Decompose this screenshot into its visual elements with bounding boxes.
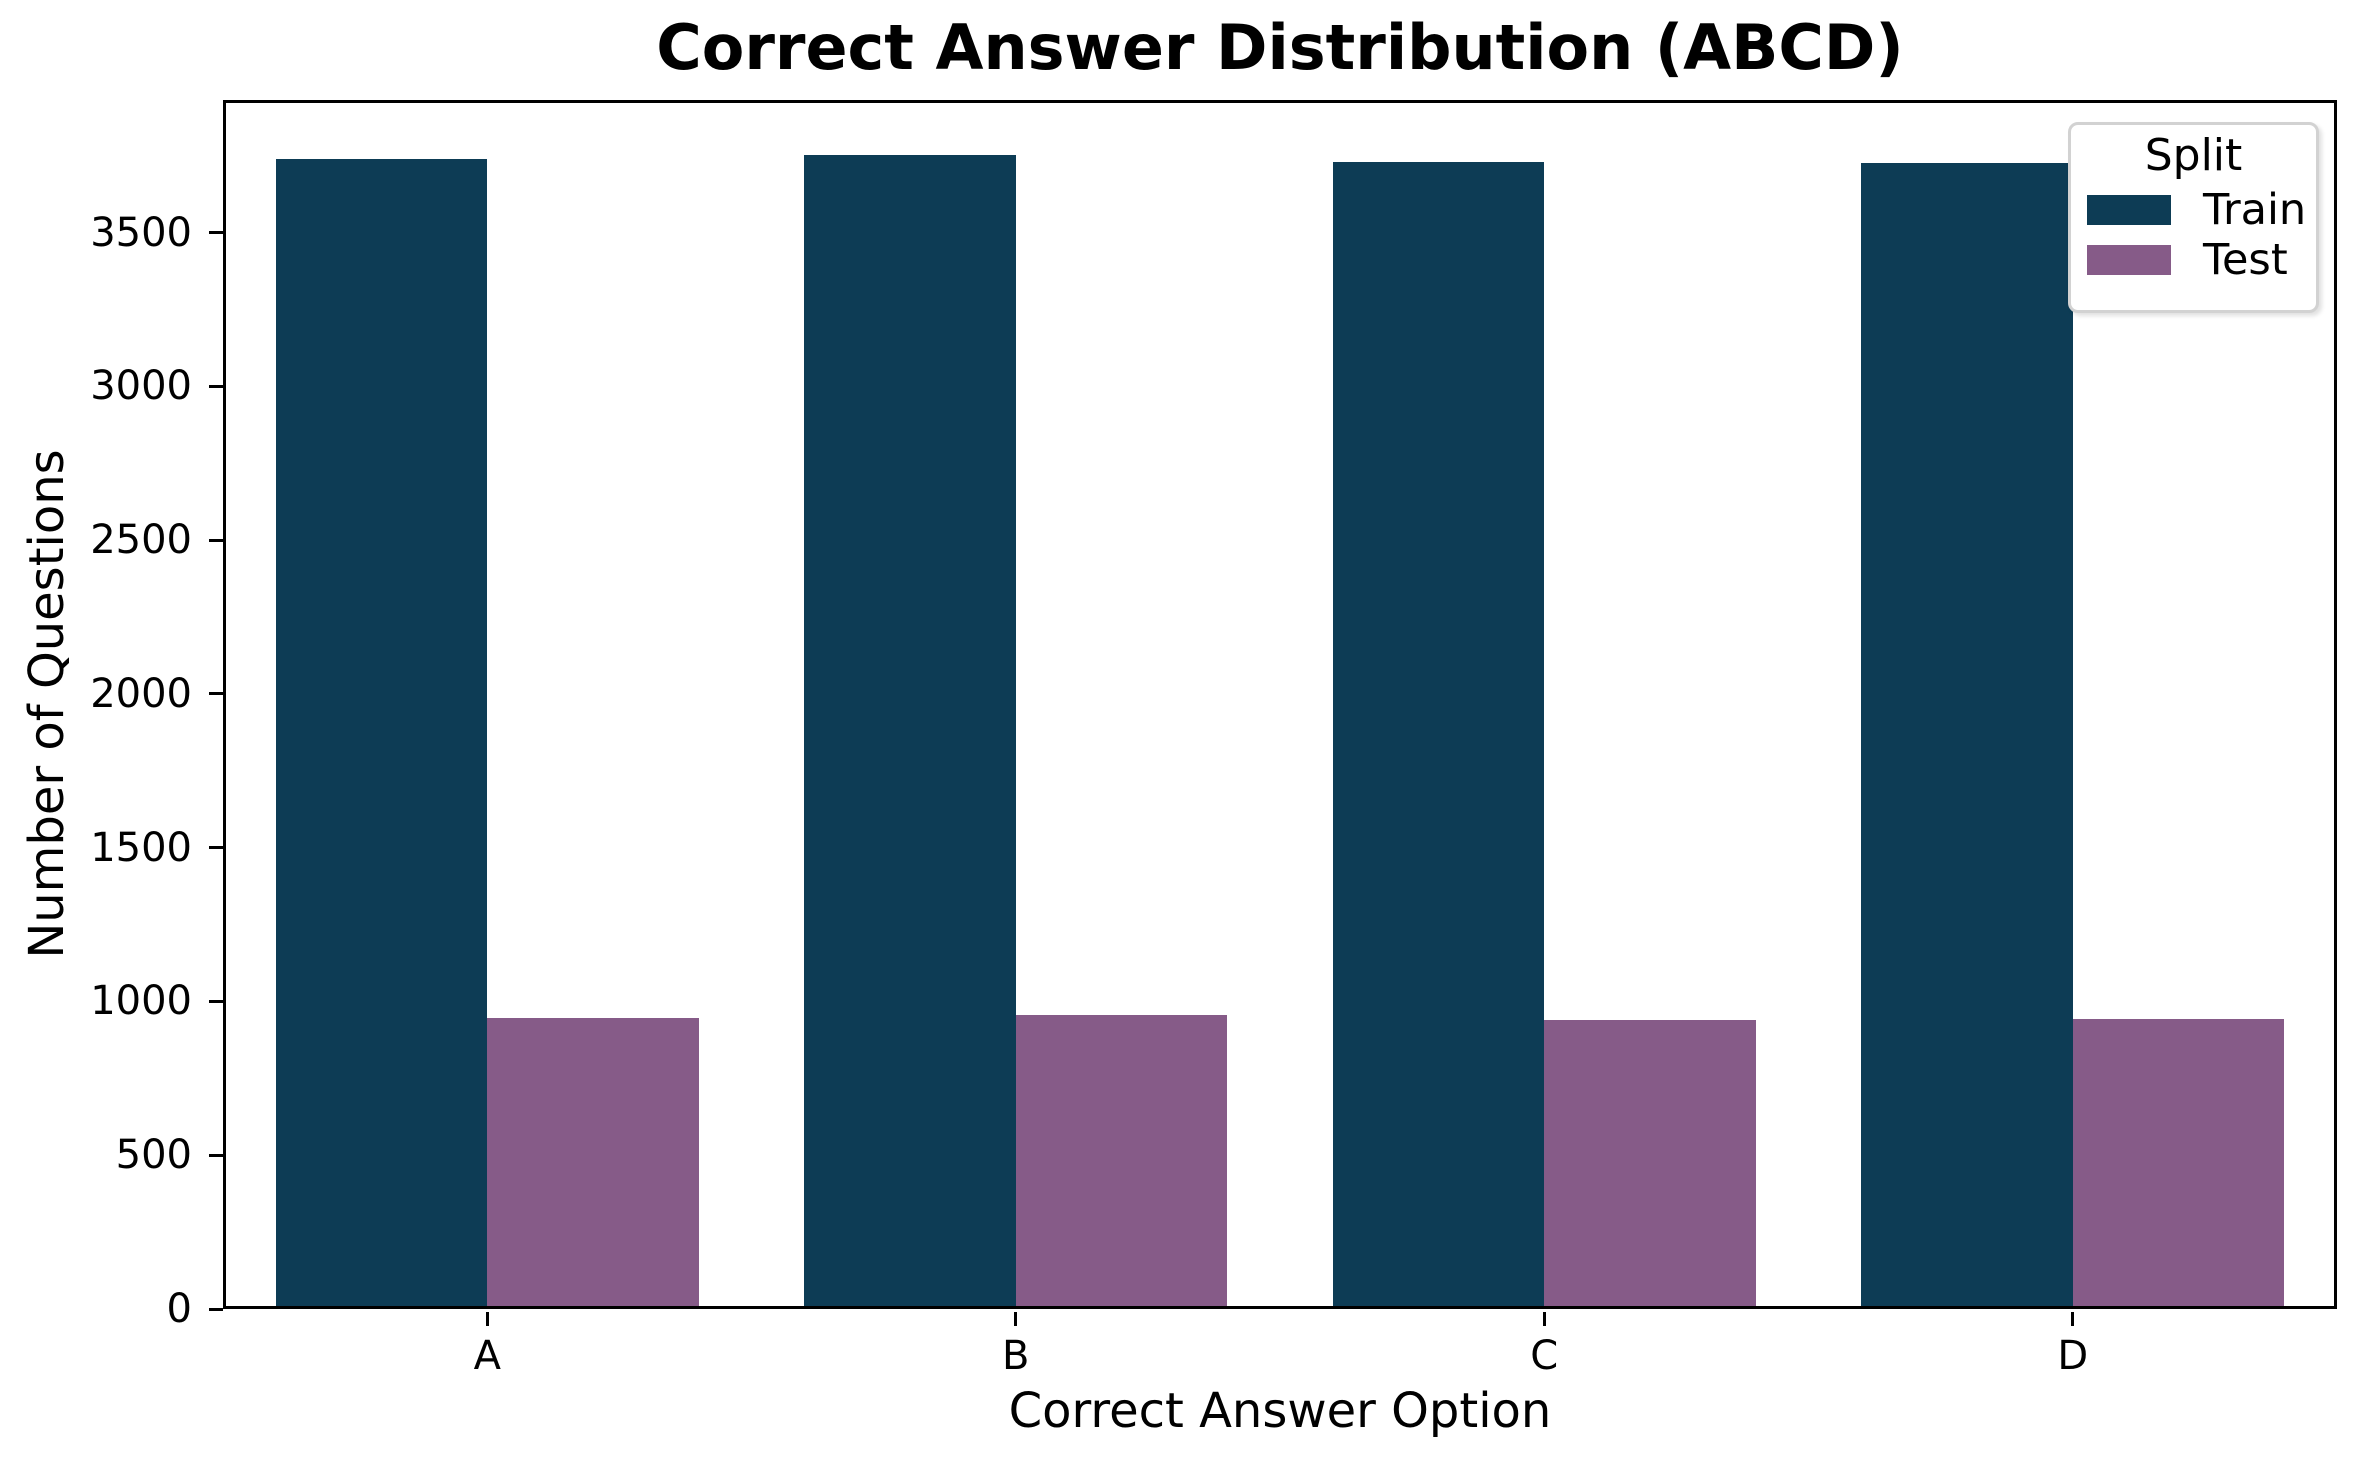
legend-label-test: Test — [2203, 234, 2288, 285]
y-tick-label-0: 0 — [166, 1286, 192, 1332]
x-tick-mark-D — [2071, 1312, 2075, 1326]
y-tick-mark-2000 — [209, 692, 223, 696]
legend-item-test: Test — [2087, 234, 2316, 285]
y-tick-mark-1500 — [209, 846, 223, 850]
x-axis-label: Correct Answer Option — [1008, 1383, 1552, 1439]
legend-item-train: Train — [2087, 184, 2316, 235]
y-axis-label: Number of Questions — [19, 449, 75, 959]
x-tick-label-B: B — [1002, 1333, 1030, 1379]
y-tick-label-2000: 2000 — [90, 670, 192, 717]
legend-label-train: Train — [2203, 184, 2307, 235]
y-tick-label-500: 500 — [115, 1132, 192, 1179]
legend-swatch-train — [2087, 195, 2171, 226]
bar-test-A — [487, 1017, 699, 1306]
bar-train-C — [1332, 161, 1545, 1306]
bar-train-B — [804, 154, 1016, 1306]
x-tick-mark-C — [1542, 1312, 1546, 1326]
x-tick-label-C: C — [1530, 1333, 1559, 1379]
y-tick-label-3500: 3500 — [90, 209, 192, 256]
plot-area — [223, 100, 2337, 1309]
y-tick-mark-3500 — [209, 231, 223, 235]
bar-train-A — [275, 159, 488, 1306]
y-tick-label-3000: 3000 — [90, 363, 192, 410]
y-tick-mark-2500 — [209, 538, 223, 542]
bar-test-D — [2072, 1019, 2285, 1306]
bar-train-D — [1861, 162, 2073, 1306]
legend-swatch-test — [2087, 245, 2171, 276]
bar-test-B — [1015, 1014, 1228, 1306]
bar-test-C — [1544, 1019, 1756, 1306]
x-tick-label-A: A — [473, 1333, 501, 1379]
x-tick-mark-A — [485, 1312, 489, 1326]
legend-title: Split — [2144, 130, 2243, 181]
chart-title: Correct Answer Distribution (ABCD) — [656, 11, 1904, 84]
legend-items: Train Test — [2071, 182, 2316, 282]
y-tick-mark-0 — [209, 1307, 223, 1311]
y-tick-mark-1000 — [209, 999, 223, 1003]
y-tick-label-1500: 1500 — [90, 824, 192, 871]
x-tick-label-D: D — [2057, 1333, 2089, 1379]
y-tick-label-1000: 1000 — [90, 978, 192, 1025]
x-tick-mark-B — [1014, 1312, 1018, 1326]
y-tick-mark-3000 — [209, 384, 223, 388]
y-tick-mark-500 — [209, 1153, 223, 1157]
y-tick-label-2500: 2500 — [90, 517, 192, 564]
legend: Split Train Test — [2068, 122, 2319, 313]
